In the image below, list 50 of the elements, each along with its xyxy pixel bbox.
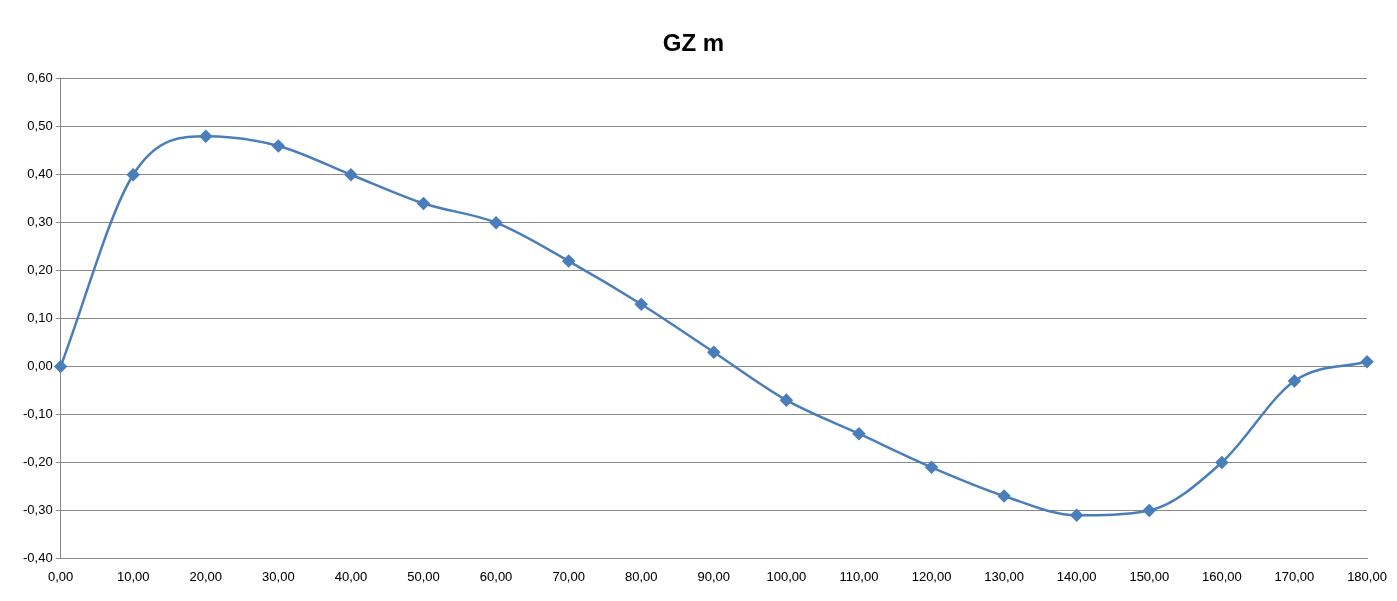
x-tick-label: 80,00	[624, 568, 658, 584]
y-tick-label: 0,20	[27, 262, 53, 278]
x-tick-label: 170,00	[1274, 568, 1315, 584]
x-tick-label: 20,00	[189, 568, 223, 584]
point	[489, 216, 503, 229]
point	[54, 360, 67, 373]
y-tick-label: -0,10	[22, 406, 53, 422]
y-tick-label: -0,20	[22, 454, 53, 470]
x-tick-label: 60,00	[479, 568, 513, 584]
y-tick-label: 0,10	[27, 310, 53, 326]
x-tick-label: 0,00	[47, 568, 74, 584]
x-tick-label: 50,00	[407, 568, 440, 584]
point	[562, 254, 575, 268]
y-tick-label: 0,30	[27, 214, 53, 230]
x-tick-label: 10,00	[116, 568, 150, 584]
point	[1070, 508, 1083, 522]
x-tick-label: 70,00	[552, 568, 585, 584]
x-tick-label: 40,00	[334, 568, 368, 584]
point	[199, 130, 213, 143]
point	[272, 139, 285, 153]
x-tick-label: 150,00	[1129, 568, 1170, 584]
x-tick-label: 30,00	[262, 568, 295, 584]
x-tick-label: 90,00	[697, 568, 731, 584]
x-tick-label: 110,00	[839, 568, 879, 584]
y-tick-label: 0,00	[27, 358, 53, 374]
y-tick-label: -0,40	[22, 549, 53, 565]
y-tick-label: 0,60	[27, 70, 53, 86]
x-tick-label: 180,00	[1347, 568, 1387, 584]
x-tick-label: 140,00	[1056, 568, 1097, 584]
point	[344, 168, 358, 181]
point	[1215, 456, 1229, 469]
chart-title: GZ m	[662, 29, 725, 57]
y-tick-label: 0,40	[27, 166, 53, 182]
point	[417, 197, 430, 210]
x-tick-label: 120,00	[911, 568, 952, 584]
point	[925, 461, 938, 474]
x-tick-label: 130,00	[984, 568, 1024, 584]
point	[1143, 504, 1156, 517]
point	[1288, 374, 1301, 388]
point	[780, 393, 793, 407]
x-tick-label: 100,00	[766, 568, 807, 584]
point	[997, 489, 1011, 503]
point	[852, 427, 866, 440]
y-tick-label: 0,50	[27, 118, 53, 134]
point	[1360, 355, 1374, 369]
point	[707, 345, 721, 359]
point	[634, 297, 648, 311]
y-tick-label: -0,30	[22, 502, 53, 518]
x-tick-label: 160,00	[1201, 568, 1242, 584]
point	[126, 168, 140, 181]
